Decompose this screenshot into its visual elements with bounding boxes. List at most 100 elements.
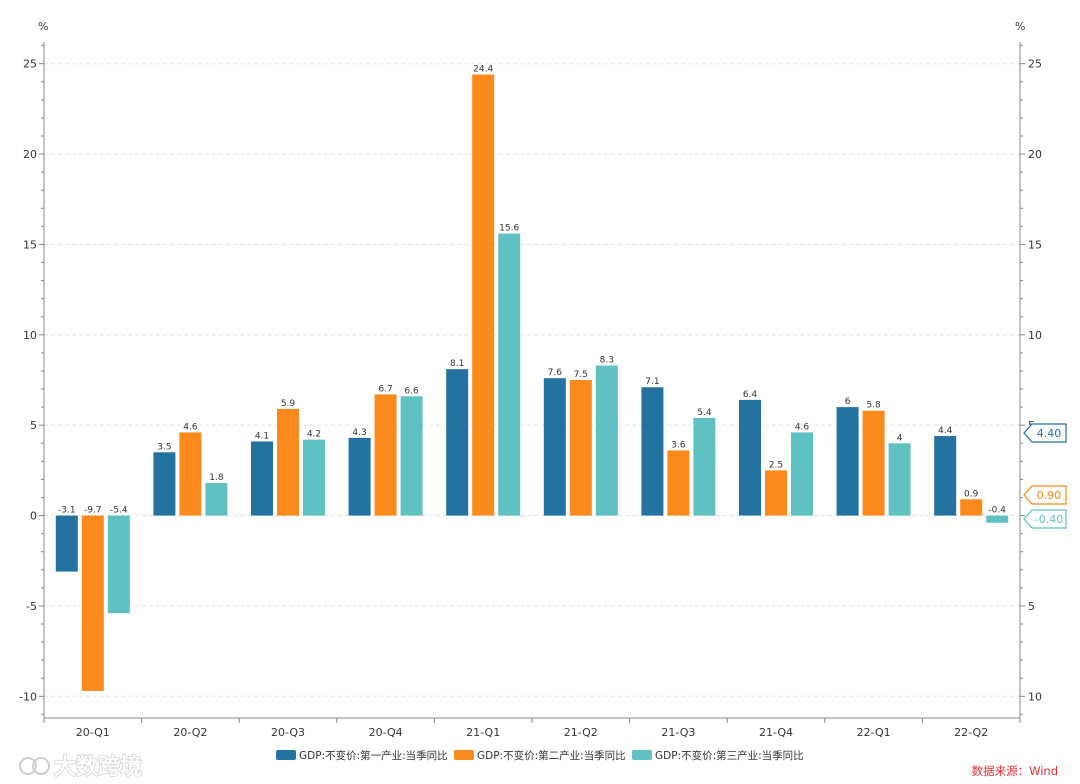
bar[interactable] xyxy=(765,470,787,516)
bar[interactable] xyxy=(739,399,761,516)
bar[interactable] xyxy=(836,407,859,516)
bar-value-label: 3.6 xyxy=(671,440,686,450)
value-callout-label: 0.90 xyxy=(1037,489,1062,502)
bar[interactable] xyxy=(251,441,273,516)
y-tick-label-left: 0 xyxy=(30,510,37,523)
bar[interactable] xyxy=(888,443,911,516)
bar-value-label: 15.6 xyxy=(499,224,519,234)
bar[interactable] xyxy=(81,515,104,691)
bar-value-label: 6 xyxy=(845,397,851,407)
y-tick-label-right: 15 xyxy=(1028,238,1042,251)
data-labels: -3.1 -9.7 -5.4 3.5 4.6 1.8 4.1 5.9 4.2 4.3 6.7 6.6 8… xyxy=(58,65,1006,516)
bar-value-label: 4.1 xyxy=(255,431,269,441)
bar[interactable] xyxy=(693,417,716,516)
y-tick-label-left: 10 xyxy=(23,329,37,342)
bar[interactable] xyxy=(934,436,957,516)
value-callouts: 4.40 0.90 -0.40 xyxy=(1023,423,1067,529)
bar[interactable] xyxy=(107,515,130,614)
x-tick-label: 20-Q2 xyxy=(173,726,207,739)
bar[interactable] xyxy=(667,450,690,516)
x-tick-label: 21-Q4 xyxy=(759,726,793,739)
y-tick-label-right: 10 xyxy=(1028,329,1042,342)
legend-swatch-primary[interactable] xyxy=(276,750,296,760)
bar-value-label: 7.5 xyxy=(574,370,588,380)
bar[interactable] xyxy=(791,432,813,516)
bar-value-label: 8.1 xyxy=(450,359,464,369)
bar-value-label: 6.6 xyxy=(404,386,419,396)
bar[interactable] xyxy=(641,387,664,516)
bar[interactable] xyxy=(862,410,885,516)
bar-value-label: -5.4 xyxy=(110,506,128,516)
watermark-logo: 大数跨境 xyxy=(19,753,143,781)
bar[interactable] xyxy=(472,74,495,516)
value-callout-label: -0.40 xyxy=(1035,513,1063,526)
x-tick-label: 20-Q3 xyxy=(271,726,305,739)
bar-value-label: 4.4 xyxy=(938,426,953,436)
watermark-text: 大数跨境 xyxy=(54,754,142,780)
y-tick-label-right: 5 xyxy=(1028,600,1035,613)
bar-value-label: 5.9 xyxy=(281,399,296,409)
y-tick-label-right: 20 xyxy=(1028,148,1042,161)
bar-value-label: -9.7 xyxy=(84,506,102,516)
bar[interactable] xyxy=(400,396,423,516)
y-tick-label-left: 25 xyxy=(23,58,37,71)
legend-label-primary[interactable]: GDP:不变价:第一产业:当季同比 xyxy=(299,749,448,762)
bar[interactable] xyxy=(55,515,78,572)
bar[interactable] xyxy=(543,378,566,516)
right-unit-label: % xyxy=(1015,20,1025,33)
y-tick-label-left: -10 xyxy=(19,690,37,703)
y-tick-label-right: 10 xyxy=(1028,690,1042,703)
bar[interactable] xyxy=(986,515,1009,523)
bar-value-label: 4.6 xyxy=(795,422,810,432)
bar-value-label: 1.8 xyxy=(209,473,224,483)
bar[interactable] xyxy=(348,437,371,516)
y-tick-label-left: 15 xyxy=(23,238,37,251)
bar-value-label: 4 xyxy=(897,433,903,443)
bar-value-label: 5.8 xyxy=(866,401,881,411)
legend-swatch-secondary[interactable] xyxy=(454,750,474,760)
bar-value-label: 24.4 xyxy=(473,65,493,75)
bar[interactable] xyxy=(179,432,202,516)
bar-value-label: 6.7 xyxy=(378,384,392,394)
value-callout-box xyxy=(1023,423,1067,443)
bar-value-label: -0.4 xyxy=(988,506,1006,516)
bar[interactable] xyxy=(498,233,521,516)
y-tick-label-left: 20 xyxy=(23,148,37,161)
bar-value-label: 4.2 xyxy=(307,430,321,440)
value-callout-label: 4.40 xyxy=(1037,427,1062,440)
x-tick-label: 22-Q2 xyxy=(954,726,988,739)
x-tick-label: 20-Q1 xyxy=(76,726,110,739)
x-tick-label: 21-Q2 xyxy=(564,726,598,739)
bar[interactable] xyxy=(303,439,325,516)
bar-value-label: 7.6 xyxy=(548,368,563,378)
bar-value-label: 2.5 xyxy=(769,460,783,470)
left-unit-label: % xyxy=(38,20,48,33)
y-tick-label-left: -5 xyxy=(26,600,37,613)
legend[interactable]: GDP:不变价:第一产业:当季同比 GDP:不变价:第二产业:当季同比 GDP:… xyxy=(276,749,804,762)
value-callout-box xyxy=(1023,485,1067,505)
bar[interactable] xyxy=(374,394,397,516)
bar[interactable] xyxy=(960,499,983,516)
legend-label-tertiary[interactable]: GDP:不变价:第三产业:当季同比 xyxy=(655,749,804,762)
bar[interactable] xyxy=(569,380,592,516)
legend-label-secondary[interactable]: GDP:不变价:第二产业:当季同比 xyxy=(477,749,626,762)
x-tick-label: 22-Q1 xyxy=(857,726,891,739)
bar[interactable] xyxy=(153,452,176,516)
bar-value-label: 4.3 xyxy=(352,428,366,438)
y-tick-label-left: 5 xyxy=(30,419,37,432)
bar[interactable] xyxy=(446,369,469,516)
bar-value-label: 3.5 xyxy=(157,442,171,452)
value-callout-box xyxy=(1023,509,1067,529)
x-tick-label: 21-Q1 xyxy=(466,726,500,739)
x-tick-label: 21-Q3 xyxy=(661,726,695,739)
y-tick-label-right: 25 xyxy=(1028,58,1042,71)
bar[interactable] xyxy=(277,408,299,516)
bar-value-label: 5.4 xyxy=(697,408,712,418)
legend-swatch-tertiary[interactable] xyxy=(632,750,652,760)
bar[interactable] xyxy=(205,483,228,516)
bar-value-label: 6.4 xyxy=(743,390,758,400)
gridlines xyxy=(44,63,1020,697)
bar[interactable] xyxy=(595,365,618,516)
bar-value-label: -3.1 xyxy=(58,506,76,516)
bars xyxy=(55,74,1009,691)
